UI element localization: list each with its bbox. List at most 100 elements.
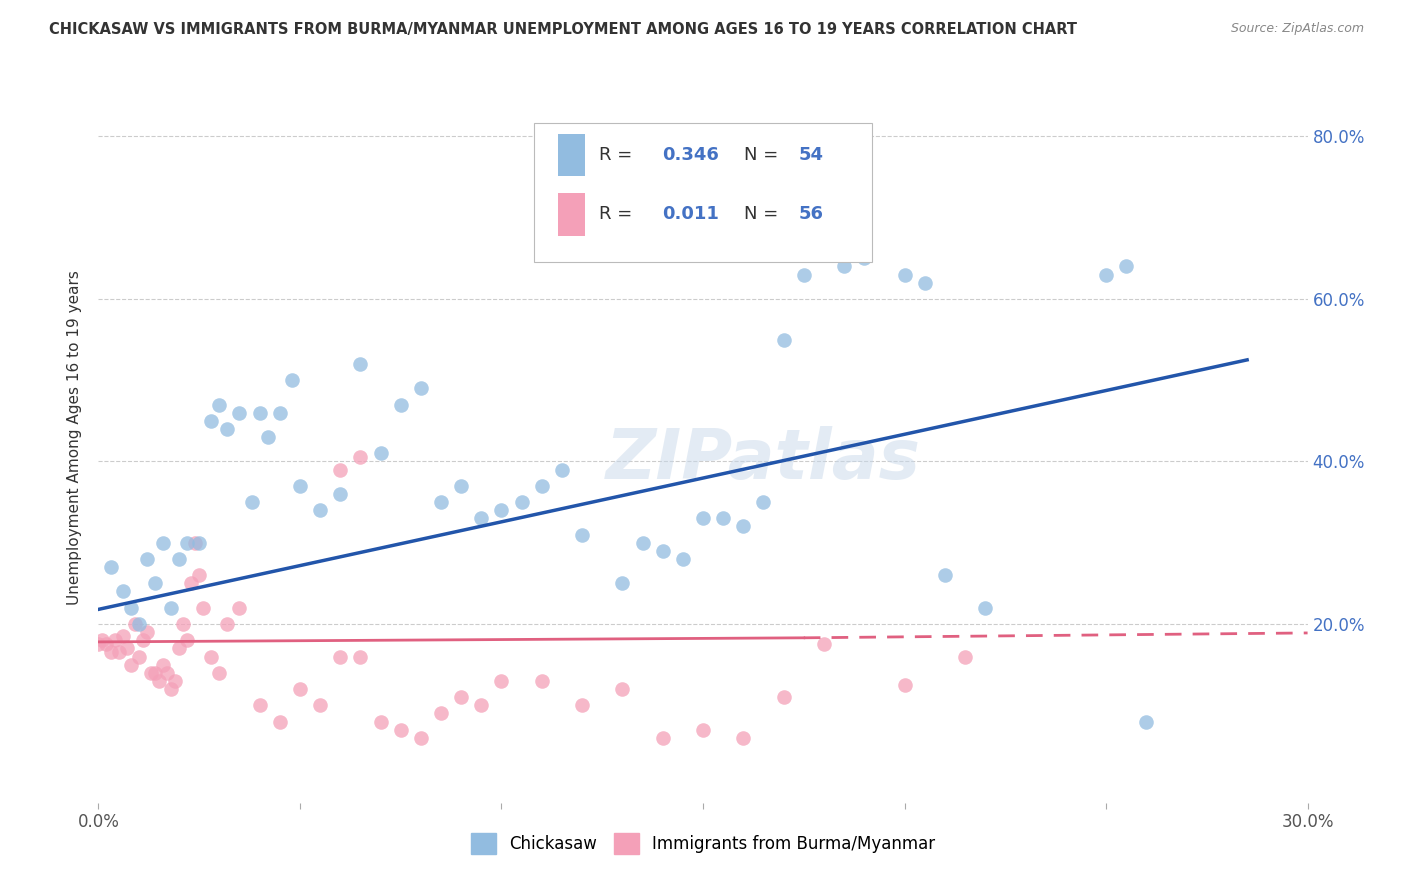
Legend: Chickasaw, Immigrants from Burma/Myanmar: Chickasaw, Immigrants from Burma/Myanmar bbox=[464, 827, 942, 860]
Point bbox=[571, 527, 593, 541]
Point bbox=[152, 535, 174, 549]
Point bbox=[853, 252, 876, 266]
Point bbox=[733, 731, 755, 745]
Point bbox=[510, 495, 533, 509]
Point bbox=[269, 406, 291, 420]
Point bbox=[176, 633, 198, 648]
FancyBboxPatch shape bbox=[558, 134, 585, 176]
Text: 56: 56 bbox=[799, 205, 824, 223]
Point bbox=[631, 535, 654, 549]
Point bbox=[256, 430, 278, 444]
Text: 0.011: 0.011 bbox=[662, 205, 718, 223]
Point bbox=[100, 560, 122, 574]
Point bbox=[111, 584, 134, 599]
Point bbox=[711, 511, 734, 525]
Point bbox=[389, 398, 412, 412]
Point bbox=[329, 462, 352, 476]
Point bbox=[329, 649, 352, 664]
Point bbox=[349, 649, 371, 664]
Text: N =: N = bbox=[744, 205, 785, 223]
Point bbox=[450, 690, 472, 705]
Point bbox=[612, 681, 634, 696]
Point bbox=[135, 552, 157, 566]
Point bbox=[115, 641, 138, 656]
Point bbox=[288, 681, 311, 696]
Point bbox=[914, 276, 936, 290]
Point bbox=[135, 625, 157, 640]
Point bbox=[470, 698, 492, 713]
Point bbox=[470, 511, 492, 525]
Point bbox=[120, 600, 142, 615]
Point bbox=[240, 495, 263, 509]
Point bbox=[612, 576, 634, 591]
Point bbox=[107, 645, 129, 659]
Point bbox=[172, 617, 194, 632]
Point bbox=[163, 673, 186, 688]
Point bbox=[430, 706, 453, 721]
Point bbox=[813, 637, 835, 651]
Point bbox=[974, 600, 997, 615]
Point bbox=[120, 657, 142, 672]
Point bbox=[132, 633, 155, 648]
Point bbox=[96, 637, 118, 651]
Point bbox=[934, 568, 956, 582]
Point bbox=[188, 535, 211, 549]
Point bbox=[160, 600, 183, 615]
Point bbox=[651, 544, 673, 558]
Point bbox=[143, 665, 166, 680]
Point bbox=[752, 495, 775, 509]
Point bbox=[772, 333, 794, 347]
Point bbox=[491, 503, 513, 517]
Point bbox=[143, 576, 166, 591]
Point bbox=[200, 649, 222, 664]
Point bbox=[409, 381, 432, 395]
Point bbox=[450, 479, 472, 493]
Point bbox=[349, 450, 371, 465]
Point bbox=[793, 268, 815, 282]
Point bbox=[148, 673, 170, 688]
Point bbox=[1115, 260, 1137, 274]
Point bbox=[128, 617, 150, 632]
Point bbox=[309, 698, 332, 713]
Point bbox=[832, 260, 855, 274]
Text: 0.346: 0.346 bbox=[662, 145, 718, 164]
Point bbox=[288, 479, 311, 493]
Point bbox=[281, 373, 304, 387]
Text: N =: N = bbox=[744, 145, 785, 164]
Point bbox=[953, 649, 976, 664]
Point bbox=[651, 731, 673, 745]
Point bbox=[160, 681, 183, 696]
Point bbox=[349, 357, 371, 371]
Point bbox=[124, 617, 146, 632]
Text: 54: 54 bbox=[799, 145, 824, 164]
Point bbox=[430, 495, 453, 509]
Point bbox=[87, 637, 110, 651]
Point bbox=[692, 723, 714, 737]
Point bbox=[389, 723, 412, 737]
Point bbox=[111, 629, 134, 643]
Text: Source: ZipAtlas.com: Source: ZipAtlas.com bbox=[1230, 22, 1364, 36]
Point bbox=[208, 398, 231, 412]
Text: CHICKASAW VS IMMIGRANTS FROM BURMA/MYANMAR UNEMPLOYMENT AMONG AGES 16 TO 19 YEAR: CHICKASAW VS IMMIGRANTS FROM BURMA/MYANM… bbox=[49, 22, 1077, 37]
Text: R =: R = bbox=[599, 145, 638, 164]
Point bbox=[772, 690, 794, 705]
Point bbox=[167, 552, 190, 566]
Point bbox=[217, 617, 239, 632]
Point bbox=[329, 487, 352, 501]
Point bbox=[228, 600, 250, 615]
Text: R =: R = bbox=[599, 205, 644, 223]
FancyBboxPatch shape bbox=[534, 122, 872, 261]
Point bbox=[893, 678, 915, 692]
Point bbox=[893, 268, 915, 282]
Point bbox=[152, 657, 174, 672]
Point bbox=[1095, 268, 1118, 282]
Point bbox=[269, 714, 291, 729]
Point bbox=[167, 641, 190, 656]
Point bbox=[571, 698, 593, 713]
Point bbox=[692, 511, 714, 525]
Point bbox=[370, 446, 392, 460]
Point bbox=[156, 665, 179, 680]
Point bbox=[180, 576, 202, 591]
Point bbox=[249, 406, 271, 420]
Point bbox=[491, 673, 513, 688]
